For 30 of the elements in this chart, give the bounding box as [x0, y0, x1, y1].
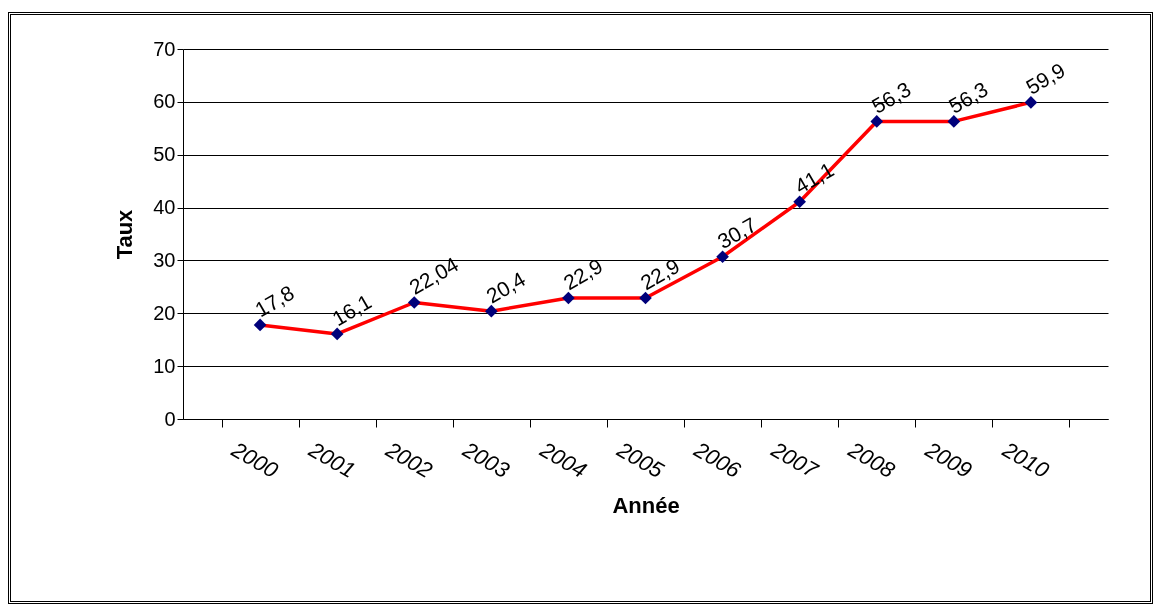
x-tick-label: 2010: [997, 436, 1054, 484]
x-tick-label: 2006: [689, 436, 746, 484]
data-label: 22,9: [636, 253, 684, 295]
x-tick-label: 2005: [612, 436, 669, 484]
x-tick-label: 2003: [457, 436, 515, 484]
y-tick-label: 50: [153, 143, 176, 166]
data-label: 20,4: [482, 266, 530, 308]
data-label: 17,8: [251, 280, 298, 322]
x-tick-label: 2001: [303, 436, 360, 484]
data-label: 56,3: [867, 77, 915, 118]
data-label: 59,9: [1021, 58, 1069, 99]
y-tick-label: 0: [164, 407, 176, 430]
y-axis-title: Taux: [112, 208, 138, 260]
x-tick-label: 2000: [226, 436, 284, 484]
y-tick-label: 20: [153, 301, 176, 324]
y-tick-label: 10: [153, 354, 176, 377]
data-label: 30,7: [713, 212, 761, 253]
x-tick-label: 2008: [843, 436, 900, 484]
x-tick-label: 2002: [380, 436, 437, 484]
y-tick-label: 70: [153, 37, 176, 60]
x-tick-label: 2007: [766, 436, 823, 484]
y-tick-label: 30: [153, 248, 176, 271]
x-tick-label: 2009: [920, 436, 977, 484]
y-tick-label: 60: [153, 90, 176, 113]
x-tick-label: 2004: [535, 436, 591, 484]
x-axis-title: Année: [612, 493, 680, 519]
data-label: 56,3: [944, 77, 992, 118]
data-label: 22,9: [559, 253, 607, 295]
y-tick-label: 40: [153, 196, 176, 219]
data-label: 41,1: [790, 157, 838, 199]
